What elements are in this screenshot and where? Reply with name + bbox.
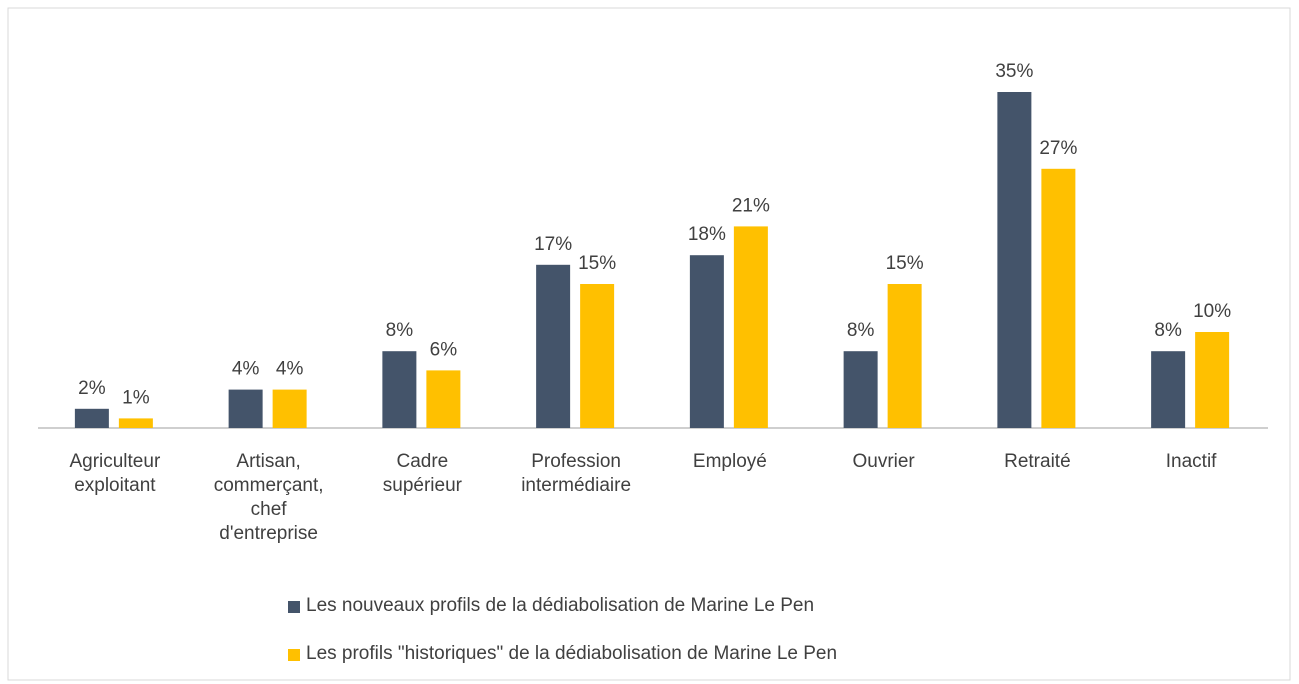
bar	[580, 284, 615, 428]
data-label: 21%	[732, 195, 770, 216]
bar	[887, 284, 922, 428]
data-label: 6%	[430, 339, 458, 360]
data-label: 1%	[122, 387, 150, 408]
x-tick-label: Ouvrier	[852, 451, 915, 472]
data-label: 4%	[276, 359, 304, 380]
data-label: 15%	[578, 253, 616, 274]
bar	[733, 226, 768, 428]
bar	[74, 408, 109, 428]
bar	[536, 264, 571, 428]
bar	[997, 92, 1032, 428]
x-tick-label: Inactif	[1165, 451, 1217, 472]
data-label: 18%	[688, 224, 726, 245]
x-tick-label: Retraité	[1004, 451, 1071, 472]
x-tick-label: Cadre supérieur	[382, 451, 462, 496]
bar	[1195, 332, 1230, 428]
bar	[843, 351, 878, 428]
x-tick-label: Employé	[692, 451, 767, 472]
data-label: 17%	[534, 234, 572, 255]
legend-swatch	[288, 601, 300, 613]
bar	[272, 389, 307, 428]
bar	[689, 255, 724, 428]
x-tick-label: Profession intermédiaire	[521, 451, 632, 496]
data-label: 15%	[886, 253, 924, 274]
x-tick-label: Agriculteur exploitant	[69, 451, 161, 496]
legend-label: Les nouveaux profils de la dédiabolisati…	[306, 595, 815, 616]
x-tick-label: Artisan, commerçant, chef d'entreprise	[213, 451, 324, 544]
data-label: 8%	[1154, 320, 1182, 341]
data-label: 2%	[78, 378, 106, 399]
chart-frame	[7, 7, 1291, 681]
bar	[426, 370, 461, 428]
bar	[1041, 168, 1076, 429]
data-label: 27%	[1039, 138, 1077, 159]
data-label: 35%	[995, 61, 1033, 82]
legend-label: Les profils "historiques" de la dédiabol…	[306, 643, 838, 664]
bar	[382, 351, 417, 428]
legend-swatch	[288, 649, 300, 661]
data-label: 8%	[386, 320, 414, 341]
bar	[1151, 351, 1186, 428]
bar	[118, 418, 153, 428]
data-label: 10%	[1193, 301, 1231, 322]
bar	[228, 389, 263, 428]
data-label: 4%	[232, 359, 260, 380]
data-label: 8%	[847, 320, 875, 341]
